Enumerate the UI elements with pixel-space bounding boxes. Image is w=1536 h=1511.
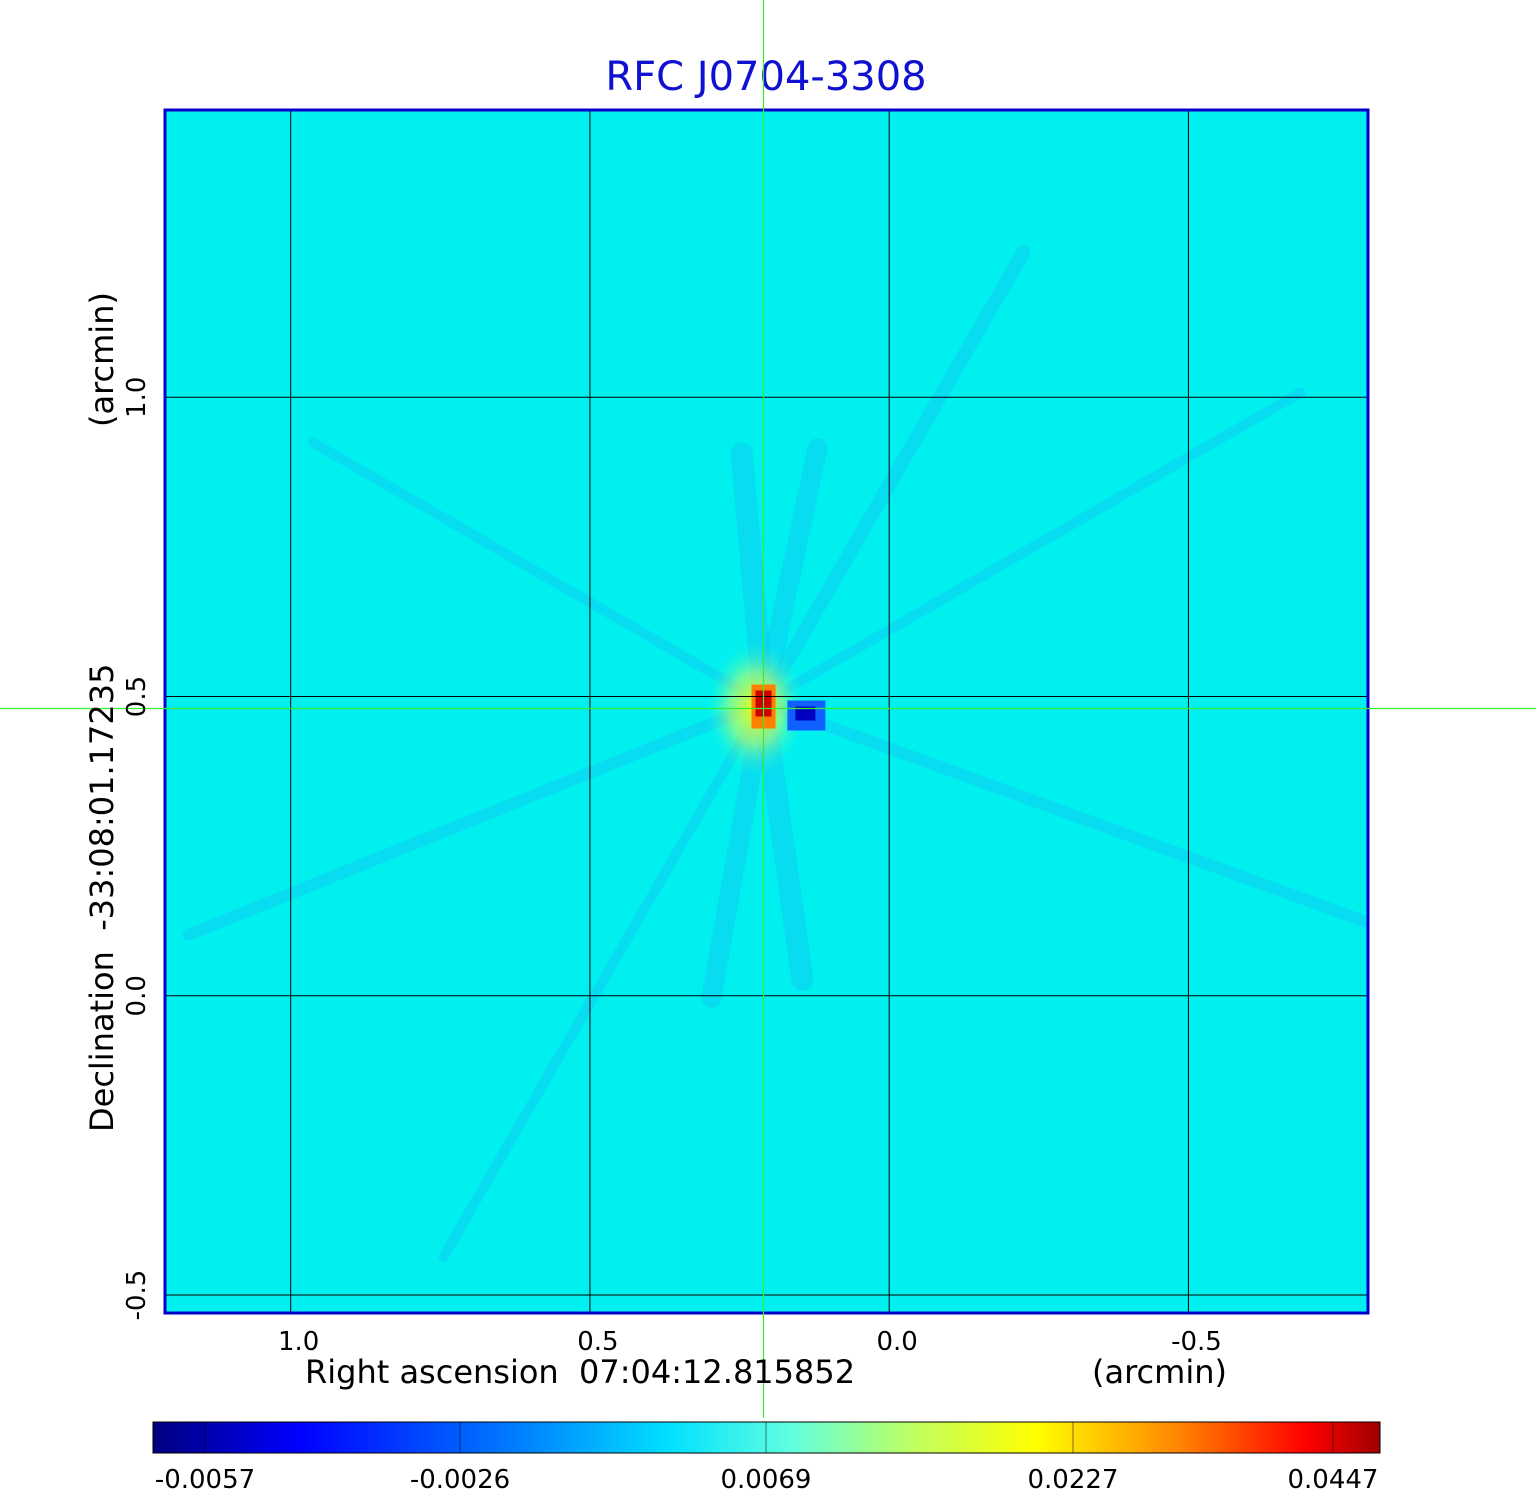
emission-features — [182, 245, 1368, 1262]
sidelobe-streak — [308, 437, 769, 708]
sidelobe-streak — [756, 245, 1031, 710]
y-axis-unit: (arcmin) — [83, 292, 121, 427]
x-axis-label: Right ascension 07:04:12.815852 — [305, 1353, 855, 1391]
colorbar-tick-label: 0.0069 — [721, 1465, 812, 1495]
y-tick-label: -0.5 — [122, 1270, 152, 1321]
sidelobe-streak — [182, 696, 770, 941]
x-axis-unit: (arcmin) — [1092, 1353, 1227, 1391]
y-tick-label: 0.5 — [122, 676, 152, 717]
y-tick-label: 1.0 — [122, 377, 152, 418]
sidelobe-streak — [757, 696, 1368, 929]
chart-title: RFC J0704-3308 — [605, 54, 926, 100]
x-tick-label: 0.5 — [577, 1327, 618, 1357]
coordinate-grid — [165, 110, 1368, 1313]
colorbar-tick-label: -0.0026 — [410, 1465, 510, 1495]
y-axis-label: Declination -33:08:01.17235 — [83, 664, 121, 1132]
y-tick-label: 0.0 — [122, 975, 152, 1016]
sidelobe-streak — [438, 697, 769, 1262]
x-tick-label: -0.5 — [1171, 1327, 1222, 1357]
x-tick-label: 1.0 — [278, 1327, 319, 1357]
x-tick-labels: 1.0 0.5 0.0 -0.5 — [278, 1327, 1222, 1357]
colorbar-tick-label: 0.0447 — [1288, 1465, 1379, 1495]
plot-frame — [163, 108, 1370, 1315]
sidelobe-streak — [758, 387, 1306, 708]
x-tick-label: 0.0 — [877, 1327, 918, 1357]
colorbar-tick-labels: -0.0057 -0.0026 0.0069 0.0227 0.0447 — [155, 1422, 1379, 1495]
colorbar-tick-label: -0.0057 — [155, 1465, 255, 1495]
y-tick-labels: 1.0 0.5 0.0 -0.5 — [122, 377, 152, 1321]
minimum-core — [795, 706, 816, 721]
colorbar-tick-label: 0.0227 — [1028, 1465, 1119, 1495]
